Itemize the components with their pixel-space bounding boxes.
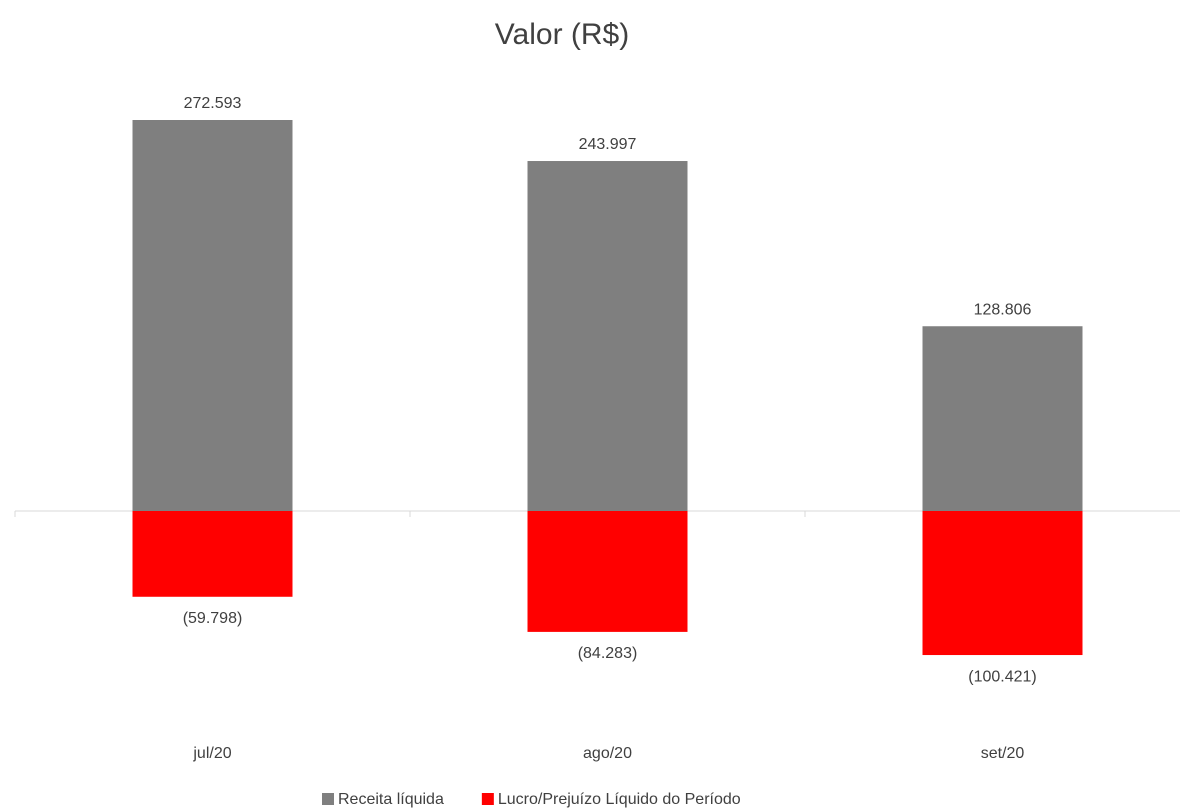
bar [527, 511, 688, 632]
x-tick-label: ago/20 [583, 745, 632, 762]
bar [922, 326, 1083, 511]
x-tick-label: jul/20 [192, 745, 231, 762]
bar [922, 511, 1083, 656]
bar [132, 511, 293, 597]
data-label: 272.593 [184, 95, 242, 112]
chart-title: Valor (R$) [495, 18, 629, 51]
legend-swatch [322, 793, 334, 805]
bar [527, 161, 688, 511]
x-tick-label: set/20 [981, 745, 1025, 762]
legend-swatch [481, 793, 494, 805]
legend-label: Lucro/Prejuízo Líquido do Período [498, 791, 741, 808]
data-label: (100.421) [968, 668, 1037, 685]
data-label: 243.997 [579, 136, 637, 153]
data-label: (59.798) [183, 610, 243, 627]
data-label: 128.806 [974, 301, 1032, 318]
data-label: (84.283) [578, 645, 638, 662]
bar [132, 120, 293, 511]
legend-label: Receita líquida [338, 791, 444, 808]
